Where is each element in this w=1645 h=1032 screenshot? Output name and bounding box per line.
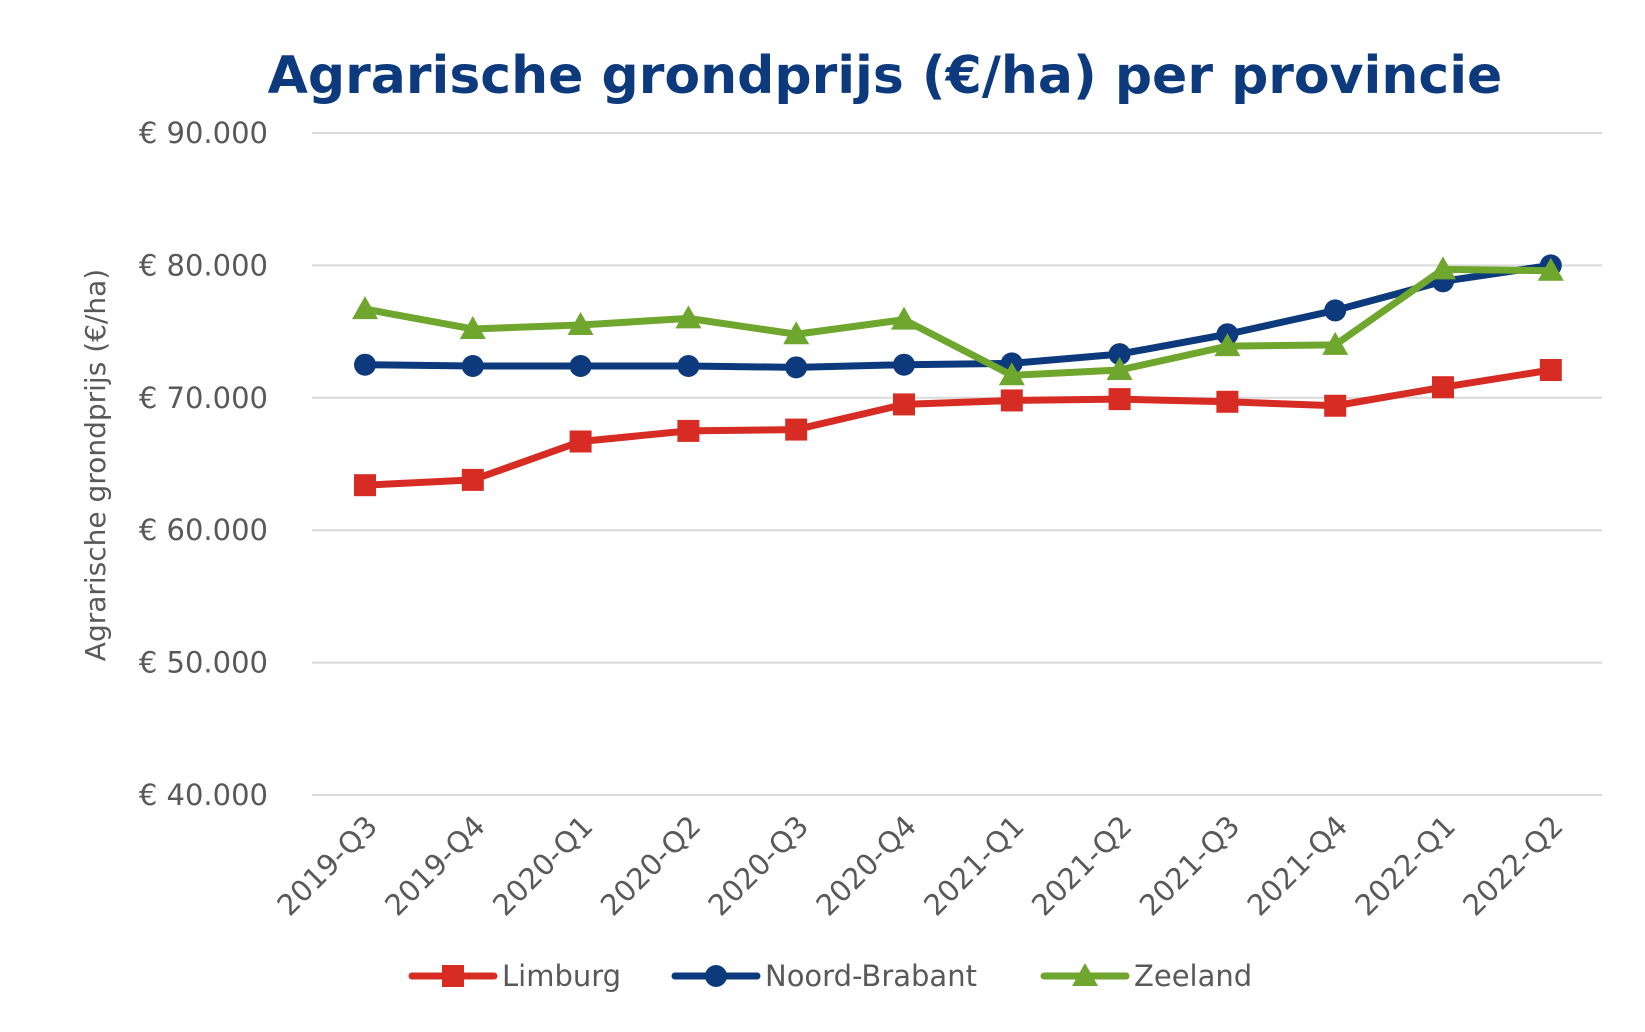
x-tick-label: 2019-Q4	[378, 809, 492, 923]
legend-item-limburg: Limburg	[408, 959, 621, 993]
x-tick-label: 2020-Q2	[594, 809, 708, 923]
data-point-noord-brabant	[461, 355, 484, 378]
data-point-limburg	[461, 468, 484, 491]
data-point-limburg	[1108, 388, 1131, 411]
y-axis-ticks: € 40.000 € 50.000 € 60.000 € 70.000 € 80.000…	[139, 116, 268, 812]
legend-label: Limburg	[502, 959, 621, 993]
data-point-limburg	[893, 393, 915, 416]
series-line-limburg	[361, 366, 1555, 489]
x-tick-label: 2020-Q4	[809, 809, 923, 923]
x-tick-label: 2021-Q1	[917, 809, 1031, 923]
data-point-limburg	[1432, 376, 1454, 399]
y-axis-label: Agrarische grondprijs (€/ha)	[79, 269, 112, 661]
data-point-zeeland	[567, 311, 594, 335]
x-axis-ticks: 2019-Q32019-Q42020-Q12020-Q22020-Q32020-…	[270, 809, 1569, 923]
series-limburg	[354, 358, 1562, 497]
data-point-limburg	[1539, 358, 1562, 381]
data-point-zeeland	[891, 306, 917, 330]
series-line-noord-brabant	[361, 261, 1555, 371]
x-tick-label: 2021-Q4	[1241, 809, 1355, 923]
data-point-limburg	[1000, 389, 1023, 412]
legend-marker	[705, 965, 727, 987]
data-point-zeeland	[1322, 331, 1349, 355]
data-point-zeeland	[459, 315, 486, 339]
data-point-zeeland	[1537, 257, 1564, 281]
x-tick-label: 2020-Q1	[486, 809, 600, 923]
data-point-limburg	[785, 418, 808, 441]
data-point-limburg	[677, 419, 700, 442]
y-tick-label: € 90.000	[139, 116, 268, 150]
gridlines	[312, 132, 1602, 796]
chart-title: Agrarische grondprijs (€/ha) per provinc…	[268, 46, 1503, 106]
data-point-zeeland	[1106, 356, 1133, 380]
legend: Limburg Noord-Brabant Zeeland	[408, 959, 1252, 993]
series-line-zeeland	[361, 265, 1555, 379]
series-layer	[352, 254, 1564, 497]
data-point-limburg	[354, 474, 376, 497]
data-point-noord-brabant	[569, 355, 592, 378]
data-point-limburg	[569, 430, 592, 453]
x-tick-label: 2022-Q2	[1456, 809, 1570, 923]
x-tick-label: 2022-Q1	[1348, 809, 1462, 923]
data-point-zeeland	[1430, 256, 1456, 280]
legend-label: Noord-Brabant	[765, 959, 977, 993]
data-point-noord-brabant	[1108, 343, 1131, 366]
legend-marker	[1072, 963, 1098, 986]
x-tick-label: 2021-Q3	[1133, 809, 1247, 923]
data-point-noord-brabant	[785, 356, 808, 379]
data-point-zeeland	[1214, 333, 1241, 357]
x-tick-label: 2019-Q3	[270, 809, 384, 923]
y-tick-label: € 40.000	[139, 778, 268, 812]
y-tick-label: € 80.000	[139, 248, 268, 282]
legend-label: Zeeland	[1134, 959, 1252, 993]
legend-item-zeeland: Zeeland	[1040, 959, 1252, 993]
data-point-zeeland	[998, 362, 1025, 386]
data-point-noord-brabant	[677, 355, 700, 378]
data-point-limburg	[1324, 394, 1347, 417]
y-tick-label: € 70.000	[139, 381, 268, 415]
data-point-zeeland	[783, 321, 810, 345]
data-point-zeeland	[352, 296, 378, 320]
y-tick-label: € 60.000	[139, 513, 268, 547]
data-point-limburg	[1216, 390, 1239, 413]
series-zeeland	[352, 256, 1564, 386]
data-point-zeeland	[675, 305, 702, 329]
legend-marker	[442, 965, 464, 987]
x-tick-label: 2021-Q2	[1025, 809, 1139, 923]
y-tick-label: € 50.000	[139, 646, 268, 680]
data-point-noord-brabant	[1324, 299, 1347, 322]
data-point-noord-brabant	[354, 353, 376, 376]
x-tick-label: 2020-Q3	[702, 809, 816, 923]
legend-item-noord-brabant: Noord-Brabant	[671, 959, 977, 993]
data-point-noord-brabant	[893, 353, 915, 376]
